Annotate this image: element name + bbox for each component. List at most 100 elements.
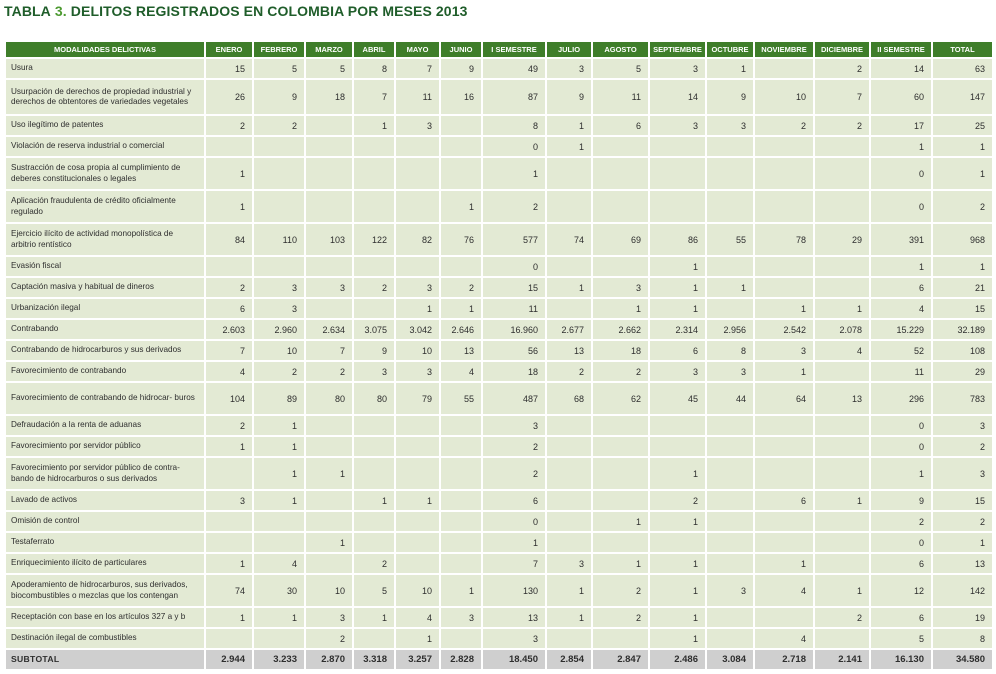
cell-value: 2.944 — [204, 648, 254, 671]
cell-value: 1 — [648, 627, 707, 650]
cell-value: 9 — [869, 489, 933, 512]
cell-value: 1 — [252, 489, 306, 512]
column-header: JULIO — [545, 40, 593, 59]
cell-value: 1 — [394, 489, 441, 512]
cell-value — [352, 189, 396, 224]
cell-value: 3 — [394, 276, 441, 299]
cell-value: 16 — [439, 78, 483, 116]
cell-value: 3 — [481, 414, 547, 437]
cell-value — [304, 510, 354, 533]
column-header: ENERO — [204, 40, 254, 59]
cell-value: 7 — [304, 339, 354, 362]
cell-value: 3 — [931, 456, 994, 491]
cell-value: 3 — [394, 114, 441, 137]
cell-value: 8 — [931, 627, 994, 650]
cell-value: 2.486 — [648, 648, 707, 671]
cell-value — [304, 552, 354, 575]
cell-value — [705, 489, 755, 512]
cell-value — [813, 255, 871, 278]
row-label: Testaferrato — [4, 531, 206, 554]
cell-value: 7 — [352, 78, 396, 116]
cell-value: 69 — [591, 222, 650, 257]
cell-value: 1 — [869, 456, 933, 491]
cell-value: 1 — [204, 552, 254, 575]
row-label: Evasión fiscal — [4, 255, 206, 278]
cell-value: 296 — [869, 381, 933, 416]
cell-value: 12 — [869, 573, 933, 608]
cell-value: 122 — [352, 222, 396, 257]
table-row: Favorecimiento por servidor público 1 1 2 0 2 — [4, 435, 994, 458]
cell-value: 15 — [204, 57, 254, 80]
column-header: NOVIEMBRE — [753, 40, 815, 59]
cell-value: 13 — [545, 339, 593, 362]
cell-value: 2 — [931, 510, 994, 533]
title-text: DELITOS REGISTRADOS EN COLOMBIA POR MESE… — [70, 3, 468, 19]
cell-value — [439, 114, 483, 137]
cell-value — [813, 135, 871, 158]
cell-value: 7 — [204, 339, 254, 362]
column-header-modalidades: MODALIDADES DELICTIVAS — [4, 40, 206, 59]
cell-value: 0 — [869, 156, 933, 191]
row-label: Captación masiva y habitual de dineros — [4, 276, 206, 299]
cell-value: 11 — [481, 297, 547, 320]
cell-value: 6 — [869, 552, 933, 575]
cell-value: 3 — [394, 360, 441, 383]
column-header: SEPTIEMBRE — [648, 40, 707, 59]
column-header: OCTUBRE — [705, 40, 755, 59]
cell-value — [304, 156, 354, 191]
cell-value: 52 — [869, 339, 933, 362]
cell-value: 1 — [869, 255, 933, 278]
cell-value — [439, 135, 483, 158]
cell-value: 5 — [252, 57, 306, 80]
cell-value: 3.257 — [394, 648, 441, 671]
cell-value: 1 — [753, 297, 815, 320]
cell-value: 3 — [304, 606, 354, 629]
cell-value: 2 — [813, 57, 871, 80]
cell-value: 7 — [481, 552, 547, 575]
cell-value: 1 — [352, 114, 396, 137]
cell-value: 89 — [252, 381, 306, 416]
cell-value: 9 — [439, 57, 483, 80]
cell-value — [439, 531, 483, 554]
cell-value: 18.450 — [481, 648, 547, 671]
row-label: Defraudación a la renta de aduanas — [4, 414, 206, 437]
cell-value — [705, 552, 755, 575]
cell-value: 2 — [204, 114, 254, 137]
cell-value: 76 — [439, 222, 483, 257]
cell-value: 26 — [204, 78, 254, 116]
cell-value — [813, 276, 871, 299]
cell-value: 84 — [204, 222, 254, 257]
cell-value: 1 — [648, 552, 707, 575]
cell-value: 2 — [813, 114, 871, 137]
cell-value — [545, 489, 593, 512]
cell-value: 2 — [931, 435, 994, 458]
cell-value — [591, 156, 650, 191]
row-label: Destinación ilegal de combustibles — [4, 627, 206, 650]
cell-value: 60 — [869, 78, 933, 116]
cell-value: 2 — [931, 189, 994, 224]
cell-value: 18 — [304, 78, 354, 116]
cell-value: 1 — [705, 276, 755, 299]
row-label: Omisión de control — [4, 510, 206, 533]
cell-value — [591, 255, 650, 278]
cell-value — [753, 606, 815, 629]
cell-value: 18 — [591, 339, 650, 362]
cell-value: 0 — [481, 510, 547, 533]
cell-value — [304, 414, 354, 437]
cell-value — [352, 255, 396, 278]
row-label: Favorecimiento por servidor público de c… — [4, 456, 206, 491]
cell-value: 82 — [394, 222, 441, 257]
cell-value: 110 — [252, 222, 306, 257]
cell-value: 487 — [481, 381, 547, 416]
table-row: Destinación ilegal de combustibles 2 1 3 1 4 5… — [4, 627, 994, 650]
cell-value — [648, 156, 707, 191]
cell-value: 78 — [753, 222, 815, 257]
table-row: Aplicación fraudulenta de crédito oficia… — [4, 189, 994, 224]
cell-value: 1 — [648, 255, 707, 278]
cell-value: 3 — [705, 360, 755, 383]
cell-value: 1 — [648, 606, 707, 629]
cell-value: 3 — [753, 339, 815, 362]
cell-value: 2 — [813, 606, 871, 629]
cell-value — [648, 531, 707, 554]
cell-value: 1 — [591, 552, 650, 575]
